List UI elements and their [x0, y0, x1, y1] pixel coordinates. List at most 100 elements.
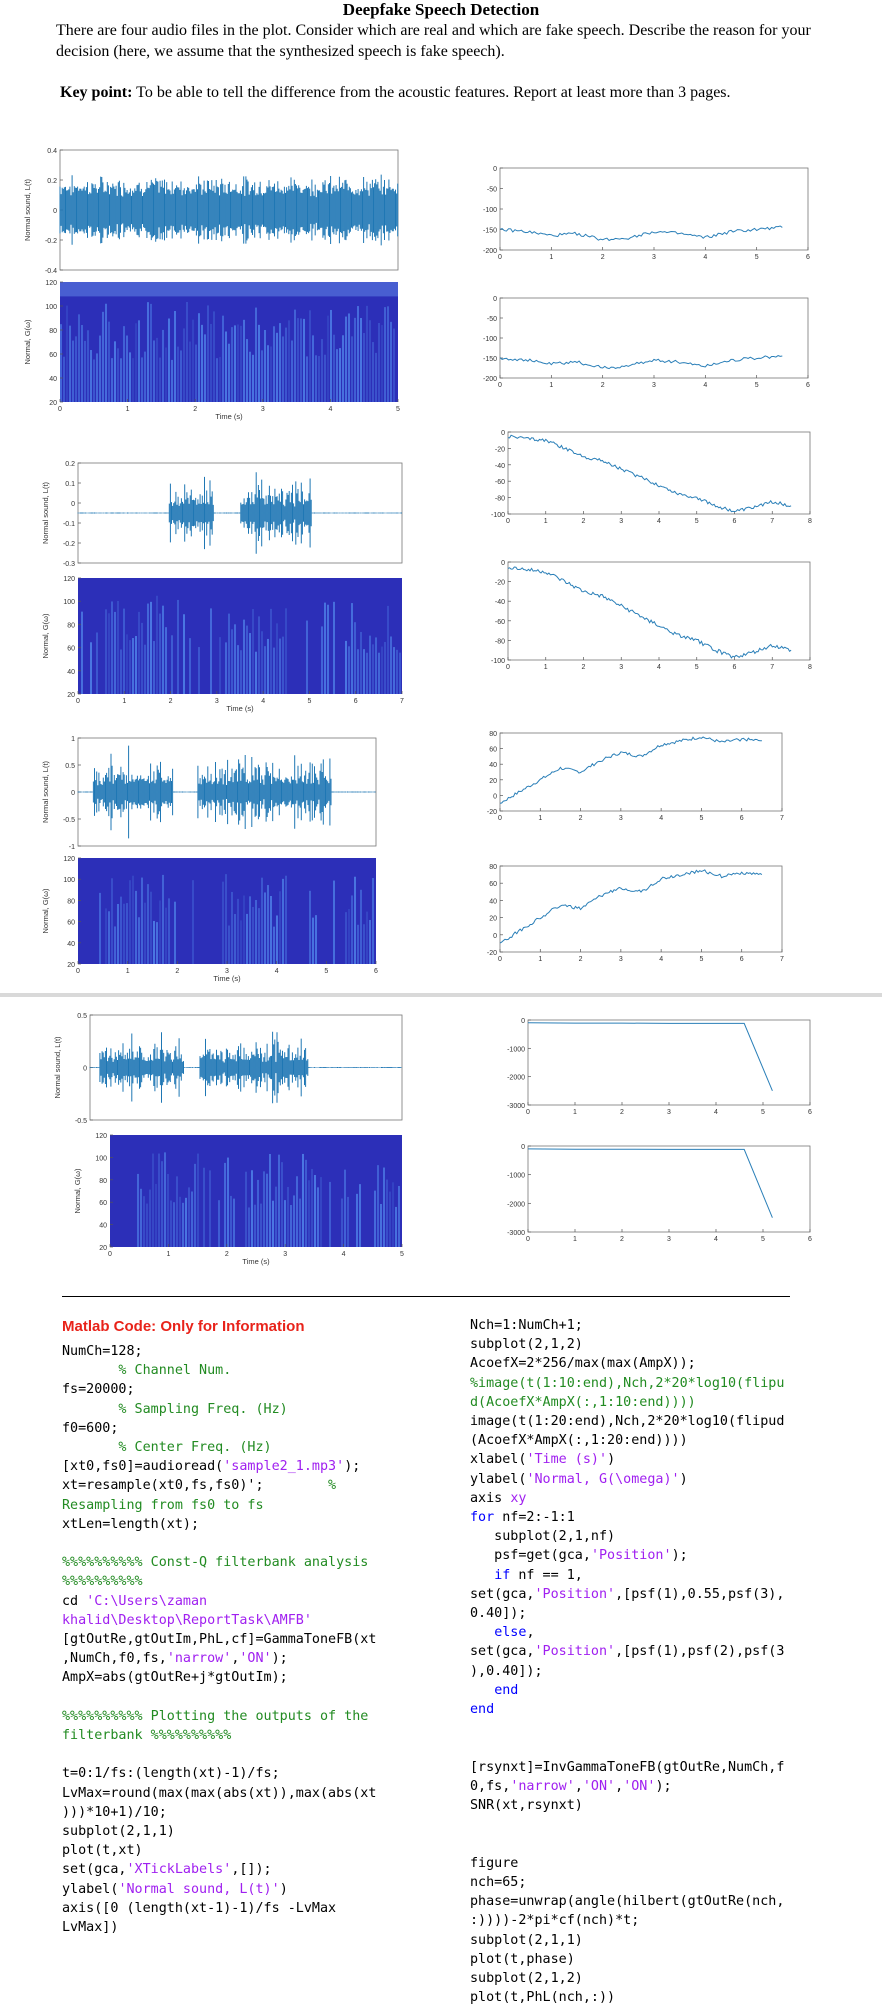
spectrogram-column — [345, 317, 347, 402]
spectrogram-column — [171, 635, 173, 694]
spectrogram-column — [171, 360, 173, 402]
spectrogram-column — [159, 358, 161, 402]
x-tick-label: 3 — [667, 1236, 671, 1243]
spectrogram-column — [351, 895, 353, 964]
spectrogram-column — [384, 307, 386, 402]
code-line: xt=resample(xt0,fs,fs0)'; % — [62, 1476, 376, 1495]
code-line: [xt0,fs0]=audioread('sample2_1.mp3'); — [62, 1457, 376, 1476]
key-point-paragraph: Key point: To be able to tell the differ… — [60, 82, 830, 103]
code-line: t=0:1/fs:(length(xt)-1)/fs; — [62, 1764, 376, 1783]
spectrogram-column — [114, 341, 116, 402]
y-tick-label: 40 — [67, 669, 75, 676]
code-line: % Channel Num. — [62, 1361, 376, 1380]
y-tick-label: 40 — [489, 762, 497, 769]
spectrogram-column — [366, 653, 368, 694]
spectrogram-column — [255, 900, 257, 964]
spectrogram-column — [90, 350, 92, 402]
code-token: ); — [344, 1459, 360, 1474]
spectrogram-column — [99, 336, 101, 402]
spectrogram-column — [272, 1201, 274, 1247]
spectrogram-column — [102, 312, 104, 402]
code-line: %%%%%%%%%% Plotting the outputs of the — [62, 1707, 376, 1726]
spectrogram-column — [360, 632, 362, 694]
x-tick-label: 8 — [808, 518, 812, 525]
code-line: (AcoefX*AmpX(:,1:20:end)))) — [470, 1431, 784, 1450]
y-tick-label: 0 — [521, 1144, 525, 1151]
code-token: 'narrow' — [510, 1779, 575, 1794]
spectrogram-column — [195, 345, 197, 402]
spectrogram-column — [123, 609, 125, 694]
code-line: end — [470, 1700, 784, 1719]
spectrogram-column — [255, 308, 257, 402]
axes-frame — [508, 562, 810, 660]
spectrogram-column — [344, 1170, 346, 1247]
y-tick-label: -20 — [495, 580, 505, 587]
spectrogram-column — [120, 897, 122, 964]
code-token: 'Position' — [535, 1644, 616, 1659]
spectrogram-column — [341, 1198, 343, 1247]
code-token: if — [494, 1568, 510, 1583]
code-token: t=0:1/fs:(length(xt)-1)/fs; — [62, 1766, 280, 1781]
code-line — [62, 1534, 376, 1553]
spectrogram-column — [96, 353, 98, 402]
code-line: % Center Freq. (Hz) — [62, 1438, 376, 1457]
spectrogram-column — [210, 608, 212, 694]
spectrogram-column — [120, 358, 122, 402]
y-tick-label: -50 — [487, 316, 497, 323]
spectrogram-column — [390, 322, 392, 402]
spectrogram-column — [185, 1198, 187, 1247]
spectrogram-column — [237, 899, 239, 964]
spectrogram-column — [96, 632, 98, 694]
y-tick-label: 0.4 — [47, 148, 57, 155]
code-token: :))))-2*pi*cf(nch)*t; — [470, 1913, 639, 1928]
spectrogram-column — [216, 358, 218, 402]
spectrogram-column — [258, 908, 260, 964]
spectrogram-column — [372, 644, 374, 694]
y-tick-label: -0.5 — [63, 817, 75, 824]
x-tick-label: 0 — [506, 518, 510, 525]
spectrogram-column — [386, 1180, 388, 1247]
spectrogram-column — [186, 302, 188, 402]
spectrogram-column — [180, 350, 182, 402]
spectrogram-column — [153, 921, 155, 964]
code-line: plot(t,PhL(nch,:)) — [470, 1988, 784, 2007]
y-tick-label: 0 — [501, 430, 505, 437]
code-line — [470, 1719, 784, 1738]
code-line: 0.40]); — [470, 1604, 784, 1623]
code-line: %%%%%%%%%% Const-Q filterbank analysis — [62, 1553, 376, 1572]
x-tick-label: 5 — [307, 698, 311, 705]
spectrogram-column — [299, 1199, 301, 1247]
y-tick-label: -0.4 — [45, 268, 57, 275]
spectrogram-column — [225, 642, 227, 694]
y-tick-label: 20 — [489, 916, 497, 923]
spectrogram-column — [291, 341, 293, 402]
spectrogram-column — [150, 304, 152, 402]
spectrogram-column — [141, 357, 143, 402]
code-token — [470, 1568, 494, 1583]
axes-frame — [508, 432, 810, 514]
y-tick-label: -20 — [495, 446, 505, 453]
spectrogram-column — [231, 629, 233, 694]
y-axis-label: Normal, G(ω) — [73, 1168, 82, 1214]
code-token: phase=unwrap(angle(hilbert(gtOutRe(nch, — [470, 1894, 784, 1909]
spectrogram-column — [144, 645, 146, 694]
code-token: plot(t,xt) — [62, 1843, 143, 1858]
x-tick-label: 4 — [342, 1251, 346, 1258]
spectrogram-band — [60, 282, 398, 296]
y-tick-label: 60 — [489, 747, 497, 754]
x-tick-label: 5 — [396, 406, 400, 413]
y-tick-label: 0.5 — [77, 1013, 87, 1020]
spectrogram-column — [309, 310, 311, 402]
code-line: subplot(2,1,2) — [470, 1335, 784, 1354]
code-line: AmpX=abs(gtOutRe+j*gtOutIm); — [62, 1668, 376, 1687]
code-token: xy — [510, 1491, 526, 1506]
y-tick-label: 80 — [49, 328, 57, 335]
spectrogram-column — [219, 357, 221, 402]
x-tick-label: 0 — [498, 956, 502, 963]
x-tick-label: 2 — [193, 406, 197, 413]
code-token: xtLen=length(xt); — [62, 1517, 199, 1532]
spectrogram-column — [267, 639, 269, 694]
y-tick-label: -0.1 — [63, 521, 75, 528]
